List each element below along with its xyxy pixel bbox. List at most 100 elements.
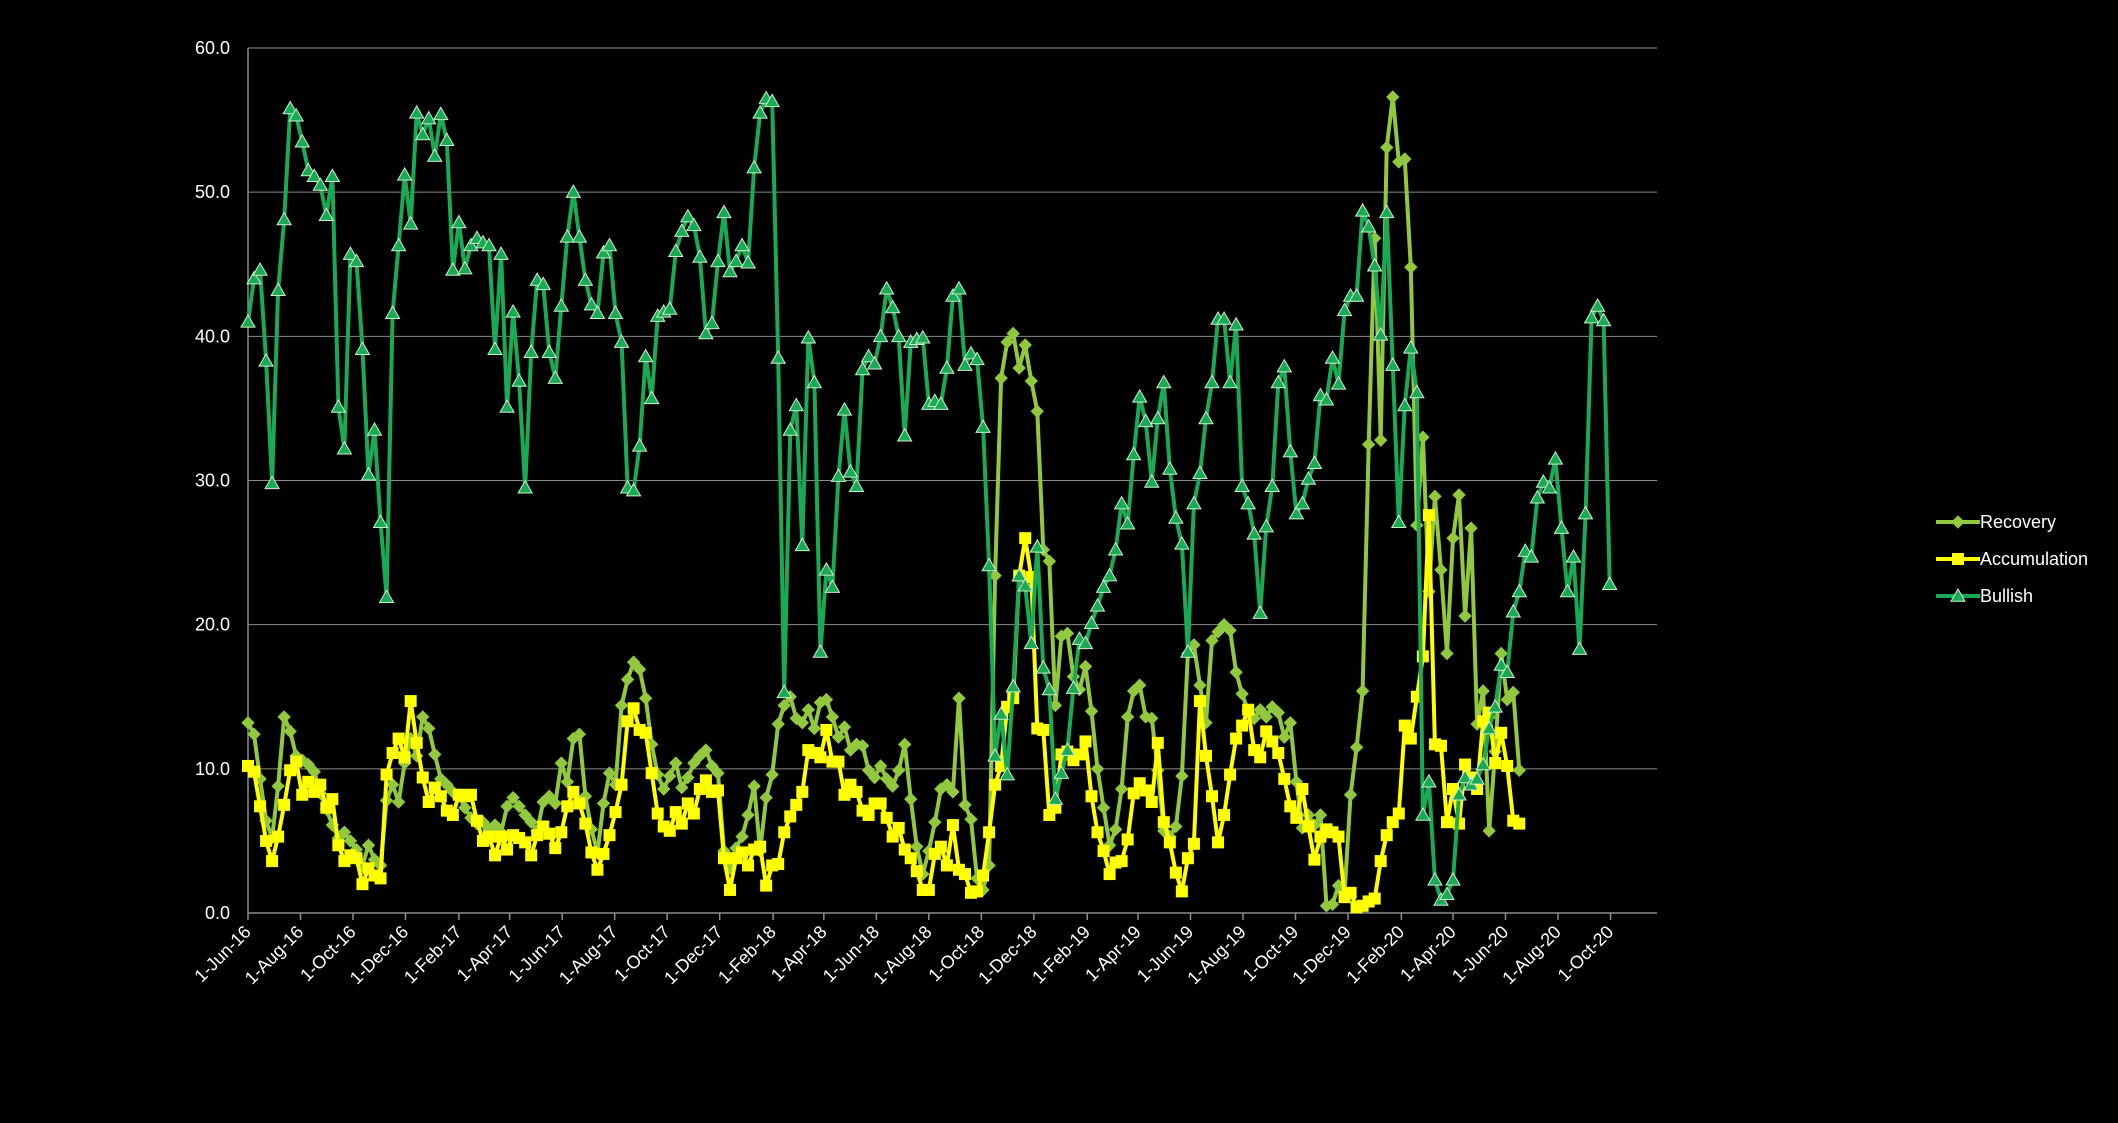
bullish-point	[1451, 786, 1467, 801]
accumulation-point	[1495, 726, 1508, 739]
legend-marker	[1952, 553, 1964, 565]
bullish-point	[878, 280, 895, 295]
x-tick-label: 1-Aug-18	[869, 922, 936, 989]
accumulation-point	[742, 859, 755, 872]
accumulation-point	[1103, 868, 1116, 881]
y-tick-label: 0.0	[205, 903, 230, 923]
recovery-point	[391, 795, 406, 809]
bullish-point	[764, 93, 781, 108]
bullish-point	[432, 106, 449, 121]
recovery-point	[632, 662, 647, 677]
bullish-point	[1192, 465, 1208, 480]
accumulation-point	[1212, 836, 1225, 849]
accumulation-point	[1230, 732, 1243, 745]
recovery-point	[1235, 687, 1249, 701]
accumulation-point	[1121, 833, 1134, 846]
bullish-point	[1529, 489, 1546, 504]
bullish-point	[240, 313, 256, 328]
series-accumulation	[242, 509, 1526, 914]
recovery-point	[458, 801, 472, 815]
bullish-point	[438, 132, 455, 147]
bullish-point	[685, 217, 702, 232]
bullish-point	[583, 296, 600, 311]
bullish-point	[1167, 509, 1184, 524]
bullish-point	[969, 351, 985, 366]
bullish-point	[740, 254, 756, 269]
accumulation-point	[1139, 784, 1152, 797]
recovery-point	[946, 785, 960, 799]
bullish-point	[1119, 515, 1136, 530]
recovery-point	[1380, 140, 1394, 155]
recovery-point	[831, 730, 846, 744]
recovery-point	[277, 710, 291, 724]
bullish-point	[933, 396, 949, 410]
accumulation-point	[1181, 852, 1194, 865]
accumulation-point	[820, 723, 833, 736]
accumulation-point	[681, 797, 694, 810]
recovery-point	[795, 715, 810, 730]
recovery-point	[548, 796, 562, 811]
legend-item-accumulation: Accumulation	[1936, 549, 2088, 569]
recovery-point	[958, 798, 972, 812]
bullish-point	[288, 107, 305, 122]
recovery-point	[500, 799, 514, 814]
accumulation-point	[525, 849, 538, 862]
recovery-point	[1132, 678, 1147, 692]
legend-marker	[1950, 587, 1966, 602]
bullish-point	[457, 260, 473, 275]
bullish-point	[487, 341, 503, 356]
accumulation-point	[1127, 787, 1140, 800]
accumulation-point	[1272, 746, 1285, 759]
legend-item-bullish: Bullish	[1936, 586, 2033, 606]
bullish-point	[547, 370, 564, 384]
accumulation-point	[1019, 532, 1032, 545]
bullish-line	[246, 96, 1612, 902]
accumulation-point	[386, 746, 399, 759]
bullish-point	[1252, 605, 1269, 619]
accumulation-point	[567, 785, 580, 798]
recovery-point	[867, 770, 882, 785]
bullish-point	[1384, 357, 1401, 371]
recovery-point	[964, 812, 978, 826]
bullish-point	[957, 357, 973, 371]
recovery-point	[283, 724, 297, 739]
recovery-point	[807, 721, 822, 736]
x-tick-label: 1-Aug-17	[555, 922, 622, 989]
bullish-point	[939, 360, 955, 374]
bullish-point	[312, 176, 329, 191]
recovery-point	[705, 759, 719, 773]
recovery-point	[1000, 335, 1014, 349]
bullish-point	[613, 334, 630, 348]
bullish-point	[402, 215, 419, 230]
bullish-point	[571, 228, 588, 243]
accumulation-point	[603, 829, 616, 842]
accumulation-point	[1278, 772, 1291, 785]
accumulation-point	[651, 807, 664, 820]
accumulation-point	[1157, 816, 1170, 829]
x-tick-label: 1-Oct-20	[1554, 922, 1618, 986]
bullish-point	[414, 126, 431, 141]
bullish-point	[1378, 204, 1395, 219]
bullish-point	[324, 168, 341, 183]
accumulation-point	[989, 778, 1002, 791]
recovery-point	[385, 777, 400, 792]
legend-item-recovery: Recovery	[1936, 512, 2056, 532]
bullish-point	[607, 305, 624, 320]
recovery-point	[771, 717, 785, 731]
accumulation-point	[356, 878, 369, 891]
bullish-point	[1565, 548, 1582, 563]
bullish-point	[1198, 410, 1214, 425]
recovery-point	[1476, 684, 1490, 698]
bullish-point	[1113, 495, 1130, 510]
bullish-point	[643, 390, 660, 405]
recovery-point	[747, 779, 761, 793]
recovery-point	[301, 757, 315, 772]
recovery-point	[1223, 623, 1237, 638]
x-tick-label: 1-Aug-19	[1183, 922, 1250, 989]
accumulation-point	[669, 806, 682, 819]
accumulation-point	[1115, 855, 1128, 868]
bullish-point	[698, 325, 714, 340]
accumulation-point	[1242, 703, 1255, 716]
bullish-point	[866, 355, 883, 370]
bullish-point	[1396, 397, 1413, 412]
